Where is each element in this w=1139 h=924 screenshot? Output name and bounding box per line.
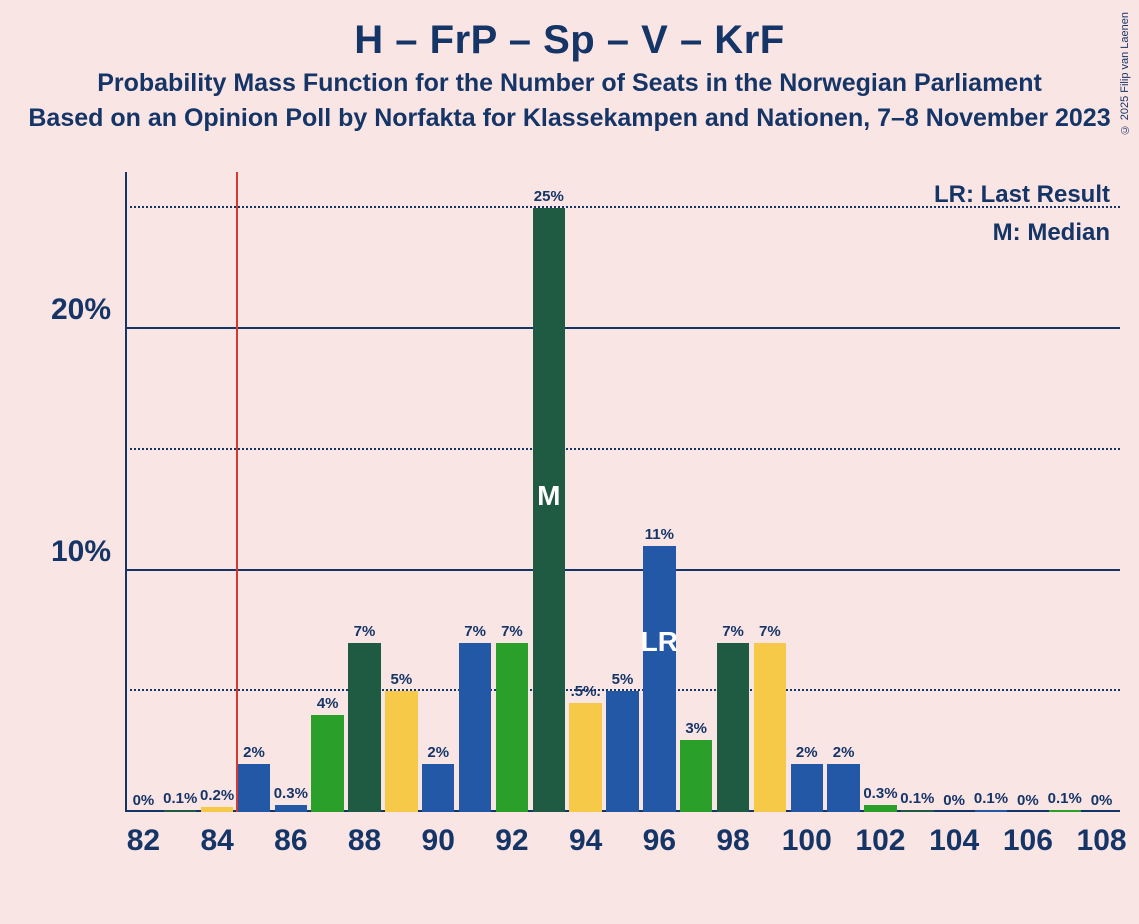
bar-value-label: 0.1% [1048,790,1082,807]
y-tick-label: 10% [51,535,111,569]
bar-value-label: 7% [464,623,486,640]
bar-value-label: 5% [391,671,413,688]
bar-value-label: 0% [943,792,965,809]
copyright-text: © 2025 Filip van Laenen [1119,12,1131,135]
gridline-dotted [125,448,1120,450]
bar: 2% [791,764,823,812]
bar-value-label: 4% [317,695,339,712]
bar: 25%M [533,208,565,812]
bar: 7% [459,643,491,812]
bar-value-label: 7% [354,623,376,640]
bar-value-label: 5% [612,671,634,688]
x-tick-label: 98 [716,824,749,858]
bar: 7% [754,643,786,812]
bar-value-label: 0.1% [974,790,1008,807]
bar: 11%LR [643,546,675,812]
subtitle-2: Based on an Opinion Poll by Norfakta for… [0,104,1139,133]
bar-value-label: 0.3% [863,785,897,802]
bar: .5%. [569,703,601,812]
bar-value-label: 3% [685,720,707,737]
subtitle-1: Probability Mass Function for the Number… [0,69,1139,98]
bar: 0.3% [864,805,896,812]
main-title: H – FrP – Sp – V – KrF [0,18,1139,63]
median-marker: M [537,480,560,512]
y-tick-label: 20% [51,293,111,327]
last-result-line [236,172,238,812]
bar: 0.1% [1049,810,1081,812]
gridline-solid [125,569,1120,571]
bar-value-label: .5%. [571,683,601,700]
y-axis [125,172,127,812]
bar-value-label: 0% [1091,792,1113,809]
legend: LR: Last Result M: Median [934,176,1110,253]
x-tick-label: 88 [348,824,381,858]
x-tick-label: 84 [200,824,233,858]
bar: 7% [348,643,380,812]
bar: 0.3% [275,805,307,812]
bar-value-label: 0.1% [900,790,934,807]
bar-value-label: 0.2% [200,787,234,804]
bar-value-label: 7% [501,623,523,640]
gridline-solid [125,327,1120,329]
bar: 3% [680,740,712,812]
x-tick-label: 102 [855,824,905,858]
bar: 4% [311,715,343,812]
x-tick-label: 82 [127,824,160,858]
bar-value-label: 2% [796,744,818,761]
bar-value-label: 2% [427,744,449,761]
last-result-marker: LR [641,626,678,658]
bar-value-label: 11% [645,526,674,543]
bar: 2% [827,764,859,812]
bar-value-label: 7% [759,623,781,640]
x-tick-label: 108 [1077,824,1127,858]
chart-plot-area: LR: Last Result M: Median 10%20%82848688… [125,172,1120,812]
bar-value-label: 2% [833,744,855,761]
bar: 0.1% [164,810,196,812]
legend-m: M: Median [934,214,1110,252]
bar: 7% [717,643,749,812]
bar: 0.1% [901,810,933,812]
x-tick-label: 92 [495,824,528,858]
bar-value-label: 0% [133,792,155,809]
x-tick-label: 90 [422,824,455,858]
bar-value-label: 2% [243,744,265,761]
x-tick-label: 94 [569,824,602,858]
bar-value-label: 0.1% [163,790,197,807]
bar-value-label: 0.3% [274,785,308,802]
bar: 7% [496,643,528,812]
legend-lr: LR: Last Result [934,176,1110,214]
x-tick-label: 104 [929,824,979,858]
x-tick-label: 100 [782,824,832,858]
bar-value-label: 0% [1017,792,1039,809]
x-tick-label: 86 [274,824,307,858]
bar-value-label: 7% [722,623,744,640]
bar: 5% [385,691,417,812]
bar: 0.1% [975,810,1007,812]
gridline-dotted [125,206,1120,208]
bar: 5% [606,691,638,812]
chart-titles: H – FrP – Sp – V – KrF Probability Mass … [0,0,1139,133]
bar: 2% [422,764,454,812]
x-tick-label: 96 [643,824,676,858]
bar: 2% [238,764,270,812]
bar: 0.2% [201,807,233,812]
x-tick-label: 106 [1003,824,1053,858]
bar-value-label: 25% [534,188,564,205]
